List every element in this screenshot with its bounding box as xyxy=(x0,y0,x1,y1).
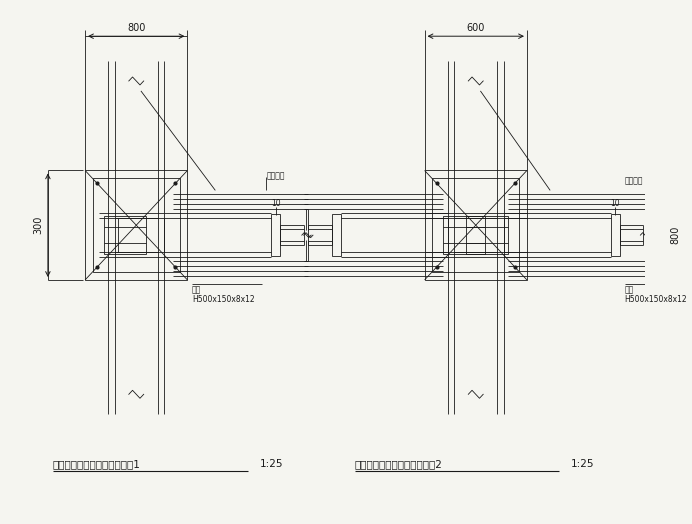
Text: 300: 300 xyxy=(33,216,43,234)
Bar xyxy=(443,216,485,254)
Text: 1:25: 1:25 xyxy=(571,459,594,469)
Text: 800: 800 xyxy=(670,226,680,244)
Text: 型钢柱与梁连接节点配筋构造2: 型钢柱与梁连接节点配筋构造2 xyxy=(355,459,443,469)
Bar xyxy=(610,214,620,256)
Text: 型钢柱与梁连接节点配筋构造1: 型钢柱与梁连接节点配筋构造1 xyxy=(53,459,140,469)
Text: 1:25: 1:25 xyxy=(260,459,284,469)
Text: 600: 600 xyxy=(466,23,485,33)
Text: 10: 10 xyxy=(271,199,280,208)
Text: 钢梁: 钢梁 xyxy=(625,285,634,294)
Bar xyxy=(93,179,180,272)
Text: 受力钢筋: 受力钢筋 xyxy=(625,176,643,185)
Text: 800: 800 xyxy=(127,23,145,33)
Text: 10: 10 xyxy=(610,199,620,208)
Bar xyxy=(104,216,145,254)
Bar xyxy=(85,170,188,280)
Bar xyxy=(432,179,520,272)
Text: H500x150x8x12: H500x150x8x12 xyxy=(625,295,687,304)
Bar xyxy=(271,214,280,256)
Text: 受力钢筋: 受力钢筋 xyxy=(266,171,285,180)
Bar xyxy=(425,170,527,280)
Bar xyxy=(466,216,509,254)
Text: 钢梁: 钢梁 xyxy=(192,285,201,294)
Bar xyxy=(331,214,341,256)
Text: H500x150x8x12: H500x150x8x12 xyxy=(192,295,255,304)
